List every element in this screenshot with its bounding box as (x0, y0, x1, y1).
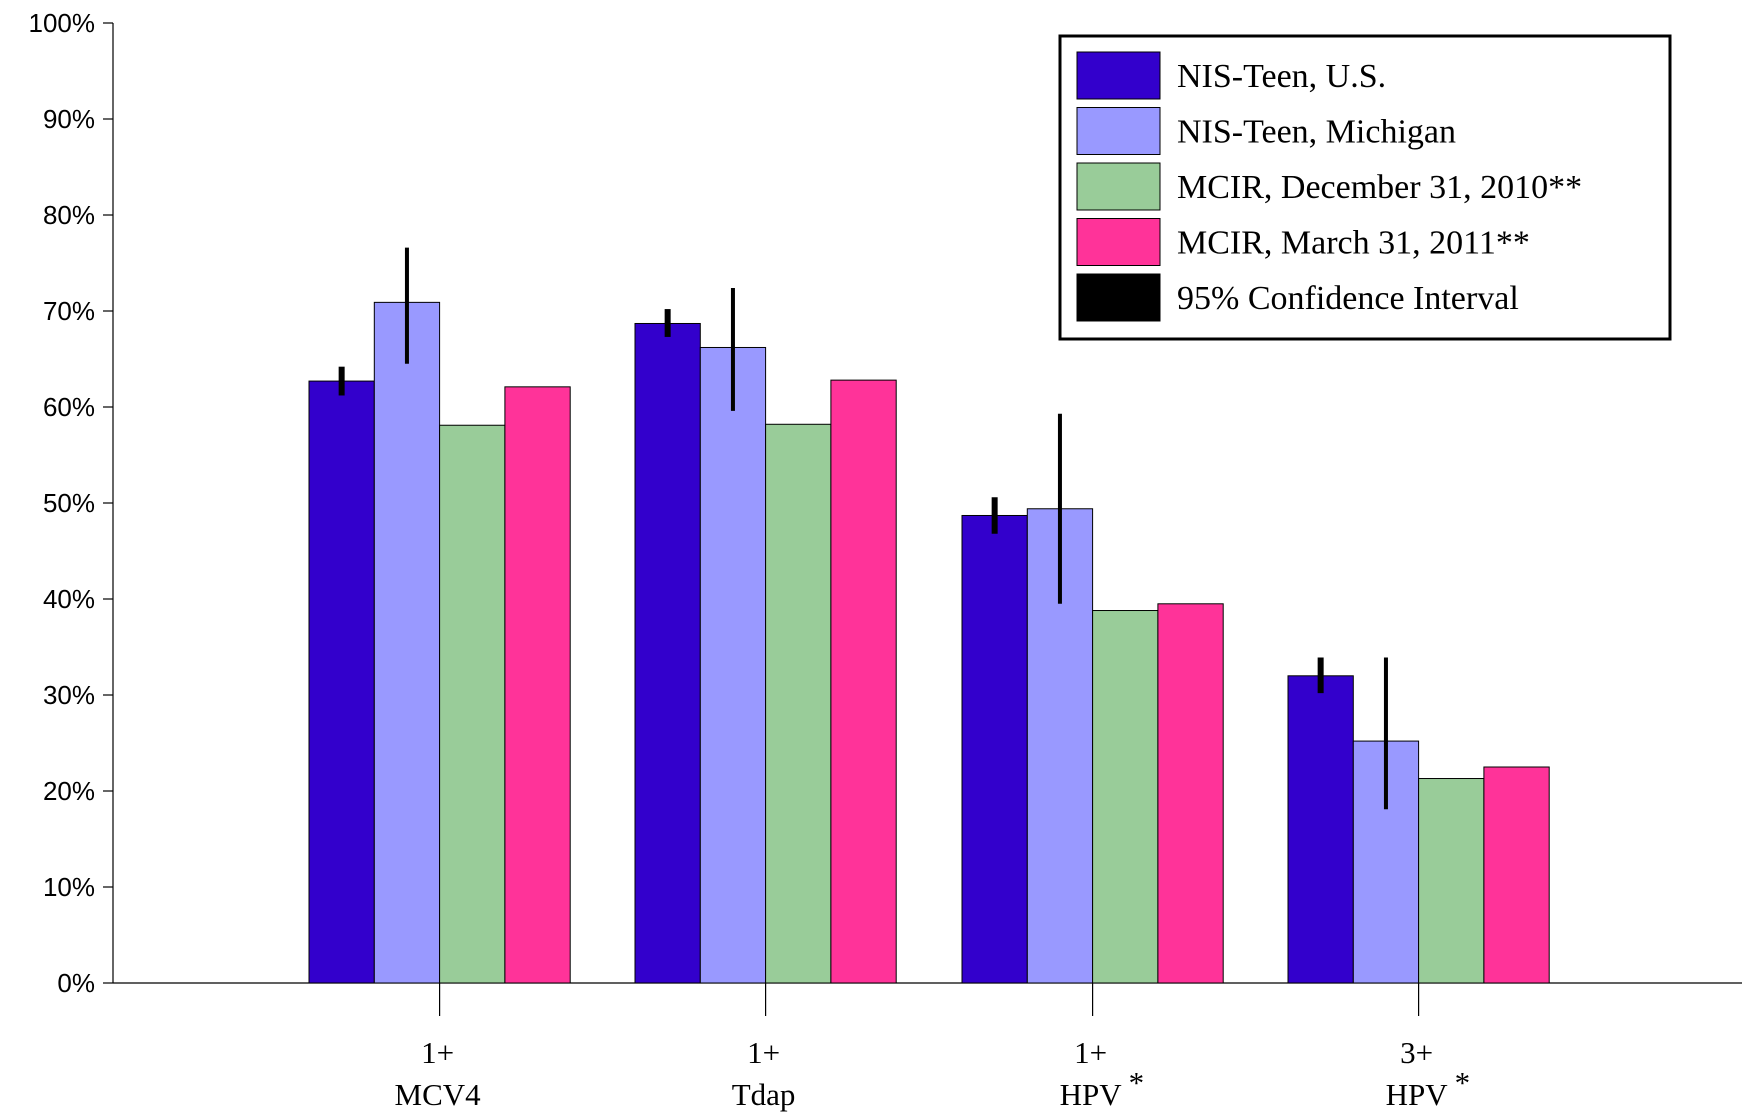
y-tick-label: 100% (29, 8, 96, 38)
y-tick-label: 30% (43, 680, 95, 710)
legend: NIS-Teen, U.S. NIS-Teen, Michigan MCIR, De… (1058, 34, 1672, 341)
bar (830, 379, 897, 984)
bar (373, 301, 441, 984)
y-tick-label: 80% (43, 200, 95, 230)
legend-label: NIS-Teen, Michigan (1177, 114, 1456, 151)
category-label-line1: 1+ (747, 1035, 780, 1070)
legend-label: MCIR, March 31, 2011** (1177, 225, 1530, 262)
category-label-asterisk: * (1129, 1065, 1145, 1100)
legend-label: MCIR, December 31, 2010** (1177, 169, 1582, 206)
legend-swatch (1076, 51, 1161, 100)
bar (504, 386, 571, 984)
y-tick-label: 0% (57, 968, 95, 998)
category-label-line2: HPV (1060, 1077, 1123, 1112)
bar (1092, 610, 1159, 984)
y-tick-label: 60% (43, 392, 95, 422)
bar (765, 423, 832, 984)
bar (1287, 675, 1354, 984)
bar (634, 322, 701, 984)
bar (961, 514, 1028, 984)
bar (1483, 766, 1550, 984)
y-tick-label: 10% (43, 872, 95, 902)
category-label-line2: MCV4 (395, 1077, 482, 1112)
y-tick-label: 40% (43, 584, 95, 614)
y-tick-label: 50% (43, 488, 95, 518)
category-label-asterisk: * (1455, 1065, 1471, 1100)
category-label-line1: 3+ (1400, 1035, 1433, 1070)
bar (699, 346, 767, 984)
legend-swatch (1076, 162, 1161, 211)
y-tick-label: 70% (43, 296, 95, 326)
category-label-line1: 1+ (1074, 1035, 1107, 1070)
bar (439, 424, 506, 984)
bar (1157, 603, 1224, 984)
category-label-line1: 1+ (421, 1035, 454, 1070)
bar (1418, 778, 1485, 984)
legend-label: 95% Confidence Interval (1177, 280, 1519, 317)
legend-swatch (1076, 273, 1161, 322)
bar (308, 380, 375, 984)
legend-box (1058, 34, 1672, 341)
error-bars (338, 247, 1388, 810)
axes: 0% 10% 20% 30% 40% 50% 60% 70% 80% 90% 100% (29, 8, 1742, 1016)
bars (308, 301, 1550, 984)
legend-label: NIS-Teen, U.S. (1177, 58, 1386, 95)
y-tick-label: 90% (43, 104, 95, 134)
category-label-line2: Tdap (732, 1077, 796, 1112)
legend-swatch (1076, 218, 1161, 266)
y-tick-label: 20% (43, 776, 95, 806)
category-label-line2: HPV (1386, 1077, 1449, 1112)
legend-swatch (1076, 107, 1161, 155)
